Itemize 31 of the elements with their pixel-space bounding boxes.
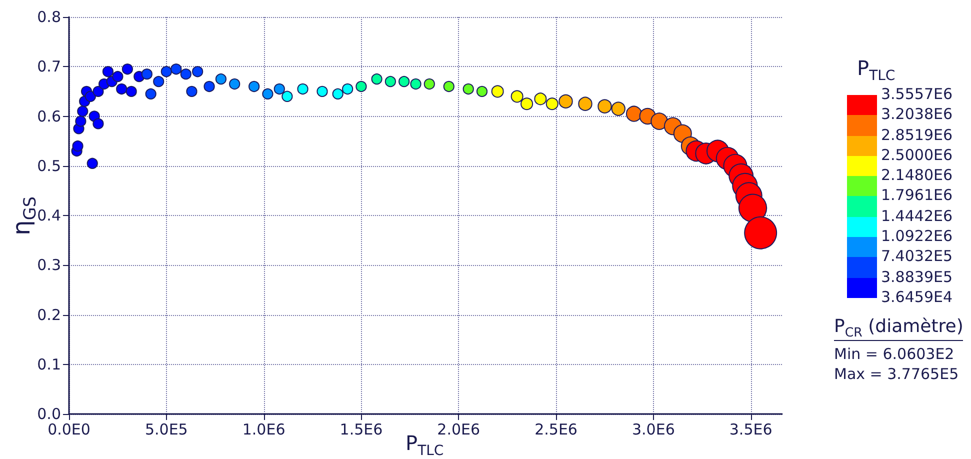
color-bar-label: 2.8519E6 xyxy=(881,126,953,144)
y-tick-label: 0.4 xyxy=(37,206,61,224)
x-tick-label: 1.0E6 xyxy=(242,420,286,438)
text: Min = 6.0603E2 xyxy=(834,345,954,363)
x-tick-label: 3.0E6 xyxy=(632,420,675,438)
x-tick-label: 2.5E6 xyxy=(534,420,578,438)
color-bar-label: 2.1480E6 xyxy=(881,166,953,184)
color-bar-title: P$_{TLC}$ xyxy=(857,56,896,84)
x-tick-label: 5.0E5 xyxy=(144,420,188,438)
color-bar-label: 1.7961E6 xyxy=(881,186,953,204)
color-bar-label: 3.5557E6 xyxy=(881,85,953,103)
x-tick-label: 1.5E6 xyxy=(340,420,383,438)
text: Max = 3.7765E5 xyxy=(834,365,959,383)
y-tick-label: 0.1 xyxy=(37,355,61,374)
text: P$_{CR}$ (diamètre) xyxy=(834,316,964,341)
color-bar-label: 1.4442E6 xyxy=(881,206,953,225)
y-tick-label: 0.6 xyxy=(37,107,61,126)
color-bar-label: 3.8839E5 xyxy=(881,268,953,286)
y-tick-label: 0.7 xyxy=(37,58,61,76)
color-bar-label: 3.6459E4 xyxy=(881,288,953,306)
color-bar-label: 7.4032E5 xyxy=(881,247,953,266)
color-bar-label: 3.2038E6 xyxy=(881,105,953,124)
y-tick-label: 0.2 xyxy=(37,306,61,324)
color-bar-label: 2.5000E6 xyxy=(881,146,953,164)
x-tick-label: 0.0E0 xyxy=(48,420,90,438)
y-tick-label: 0.8 xyxy=(37,8,61,26)
y-tick-label: 0.0 xyxy=(37,405,61,423)
y-tick-label: 0.5 xyxy=(37,156,61,175)
color-bar-label: 1.0922E6 xyxy=(881,227,953,246)
x-tick-label: 3.5E6 xyxy=(729,420,772,438)
y-tick-label: 0.3 xyxy=(37,256,61,274)
